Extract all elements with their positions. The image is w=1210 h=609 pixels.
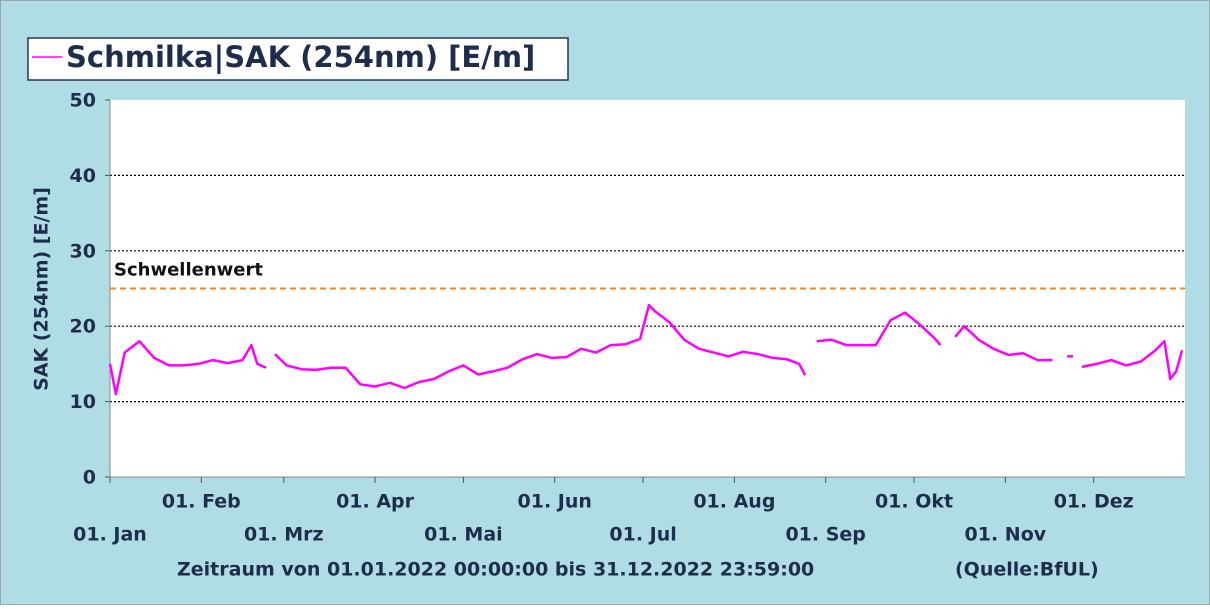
x-tick-label: 01. Apr — [336, 491, 415, 513]
y-tick-label: 10 — [70, 391, 96, 413]
x-tick-label: 01. Aug — [693, 491, 775, 513]
y-tick-label: 40 — [70, 165, 96, 187]
source: (Quelle:BfUL) — [955, 559, 1099, 581]
x-tick-label: 01. Jan — [73, 524, 147, 546]
y-tick-label: 30 — [70, 240, 96, 262]
x-tick-label: 01. Mai — [424, 524, 503, 546]
x-tick-label: 01. Dez — [1054, 491, 1134, 513]
chart-title: Schmilka|SAK (254nm) [E/m] — [66, 40, 535, 74]
legend-box — [27, 37, 569, 81]
x-tick-label: 01. Feb — [162, 491, 241, 513]
footer: Zeitraum von 01.01.2022 00:00:00 bis 31.… — [177, 559, 814, 581]
x-tick-label: 01. Nov — [965, 524, 1047, 546]
threshold-label: Schwellenwert — [114, 260, 263, 281]
y-tick-label: 0 — [83, 467, 96, 489]
x-tick-label: 01. Okt — [875, 491, 953, 513]
y-tick-label: 20 — [70, 316, 96, 338]
x-tick-label: 01. Sep — [785, 524, 865, 546]
y-tick-label: 50 — [70, 90, 96, 112]
y-axis-label: SAK (254nm) [E/m] — [31, 187, 53, 391]
x-tick-label: 01. Jun — [518, 491, 592, 513]
data-line — [108, 303, 1184, 396]
x-tick-label: 01. Mrz — [244, 524, 324, 546]
x-tick-label: 01. Jul — [609, 524, 676, 546]
